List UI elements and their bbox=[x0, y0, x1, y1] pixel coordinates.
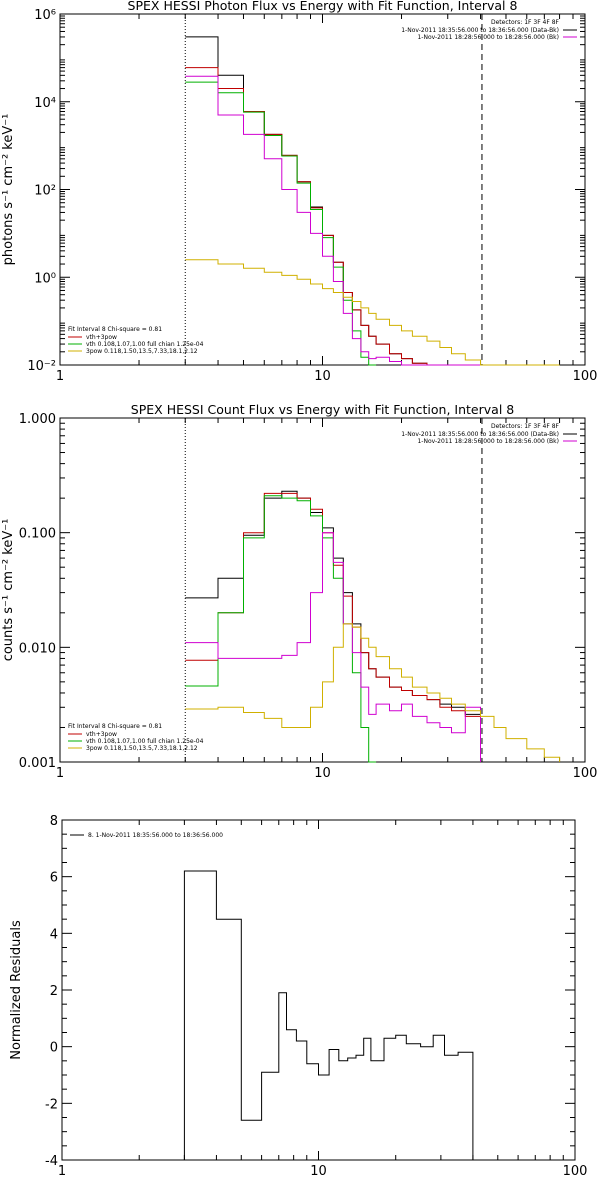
series-line-2 bbox=[185, 67, 506, 366]
y-tick-label: 10⁻² bbox=[27, 359, 56, 374]
y-tick-label: 10⁰ bbox=[34, 271, 56, 286]
y-tick-label: 10⁴ bbox=[34, 96, 56, 111]
fit-legend-entry: vth 0.108,1.07,1.00 full chian 1.25e-04 bbox=[86, 738, 204, 745]
x-tick-label: 10 bbox=[314, 766, 331, 781]
chart-panel-1: SPEX HESSI Photon Flux vs Energy with Fi… bbox=[1, 0, 597, 384]
fit-legend-entry: 3pow 0.118,1.50,13.5,7.33,18.1,2.12 bbox=[86, 348, 198, 355]
series-line-4 bbox=[185, 532, 481, 762]
y-tick-label: 6 bbox=[50, 871, 58, 886]
plot-frame bbox=[59, 13, 586, 366]
y-tick-label: 10⁶ bbox=[34, 8, 56, 23]
y-tick-label: 2 bbox=[50, 984, 58, 999]
legend-entry-text: 1-Nov-2011 18:35:56.000 to 18:36:56.000 … bbox=[401, 27, 559, 34]
fit-legend-entry: vth 0.108,1.07,1.00 full chian 1.25e-04 bbox=[86, 341, 204, 348]
y-tick-label: 10² bbox=[34, 184, 56, 199]
chart-title: SPEX HESSI Photon Flux vs Energy with Fi… bbox=[128, 0, 518, 13]
residual-legend-entry: 8. 1-Nov-2011 18:35:56.000 to 18:36:56.0… bbox=[88, 832, 223, 839]
chart-panel-3: Normalized Residuals 1 10 100 -4 -2 0 2 4 6 8 8. 1-… bbox=[9, 814, 587, 1179]
plot-frame bbox=[61, 819, 576, 1161]
y-axis-label: counts s⁻¹ cm⁻² keV⁻¹ bbox=[1, 519, 16, 662]
x-tick-label: 10 bbox=[314, 369, 331, 384]
y-tick-label: 0.010 bbox=[19, 641, 56, 656]
legend-header: Detectors: 1F 3F 4F 8F bbox=[491, 19, 560, 26]
fit-legend-entry: vth+3pow bbox=[86, 731, 117, 738]
x-tick-label: 10 bbox=[310, 1164, 327, 1179]
y-axis-label: Normalized Residuals bbox=[9, 920, 24, 1060]
y-tick-label: 8 bbox=[50, 814, 58, 829]
y-tick-label: 4 bbox=[50, 927, 58, 942]
y-tick-label: 0 bbox=[50, 1041, 58, 1056]
legend-entry-text: 1-Nov-2011 18:28:56.000 to 18:28:56.000 … bbox=[417, 34, 559, 41]
x-tick-label: 100 bbox=[563, 1164, 588, 1179]
series-line-1 bbox=[185, 490, 481, 762]
y-tick-label: 1.000 bbox=[19, 412, 56, 427]
y-tick-label: -4 bbox=[45, 1154, 58, 1169]
y-tick-label: 0.001 bbox=[19, 756, 56, 771]
chart-title: SPEX HESSI Count Flux vs Energy with Fit… bbox=[131, 402, 514, 417]
x-tick-label: 1 bbox=[56, 369, 64, 384]
series-line-5 bbox=[185, 623, 561, 762]
y-tick-label: -2 bbox=[45, 1097, 58, 1112]
series-line-3 bbox=[185, 81, 377, 366]
series-line-1 bbox=[183, 870, 474, 1160]
series-line-1 bbox=[185, 36, 494, 366]
series-line-3 bbox=[185, 495, 377, 763]
legend-header: Detectors: 1F 3F 4F 8F bbox=[491, 423, 560, 430]
x-tick-label: 100 bbox=[573, 369, 598, 384]
chart-panel-2: SPEX HESSI Count Flux vs Energy with Fit… bbox=[1, 402, 597, 781]
fit-legend-header: Fit Interval 8 Chi-square = 0.81 bbox=[68, 723, 162, 730]
series-line-5 bbox=[185, 259, 560, 366]
fit-legend-header: Fit Interval 8 Chi-square = 0.81 bbox=[68, 326, 162, 333]
x-tick-label: 100 bbox=[573, 766, 598, 781]
series-line-2 bbox=[185, 492, 481, 762]
fit-legend-entry: 3pow 0.118,1.50,13.5,7.33,18.1,2.12 bbox=[86, 745, 198, 752]
legend-entry-text: 1-Nov-2011 18:28:56.000 to 18:28:56.000 … bbox=[417, 438, 559, 445]
y-tick-label: 0.100 bbox=[19, 527, 56, 542]
x-tick-label: 1 bbox=[56, 766, 64, 781]
fit-legend-entry: vth+3pow bbox=[86, 334, 117, 341]
y-axis-label: photons s⁻¹ cm⁻² keV⁻¹ bbox=[1, 114, 16, 266]
x-tick-label: 1 bbox=[58, 1164, 66, 1179]
series-line-4 bbox=[185, 75, 494, 366]
legend-entry-text: 1-Nov-2011 18:35:56.000 to 18:36:56.000 … bbox=[401, 431, 559, 438]
